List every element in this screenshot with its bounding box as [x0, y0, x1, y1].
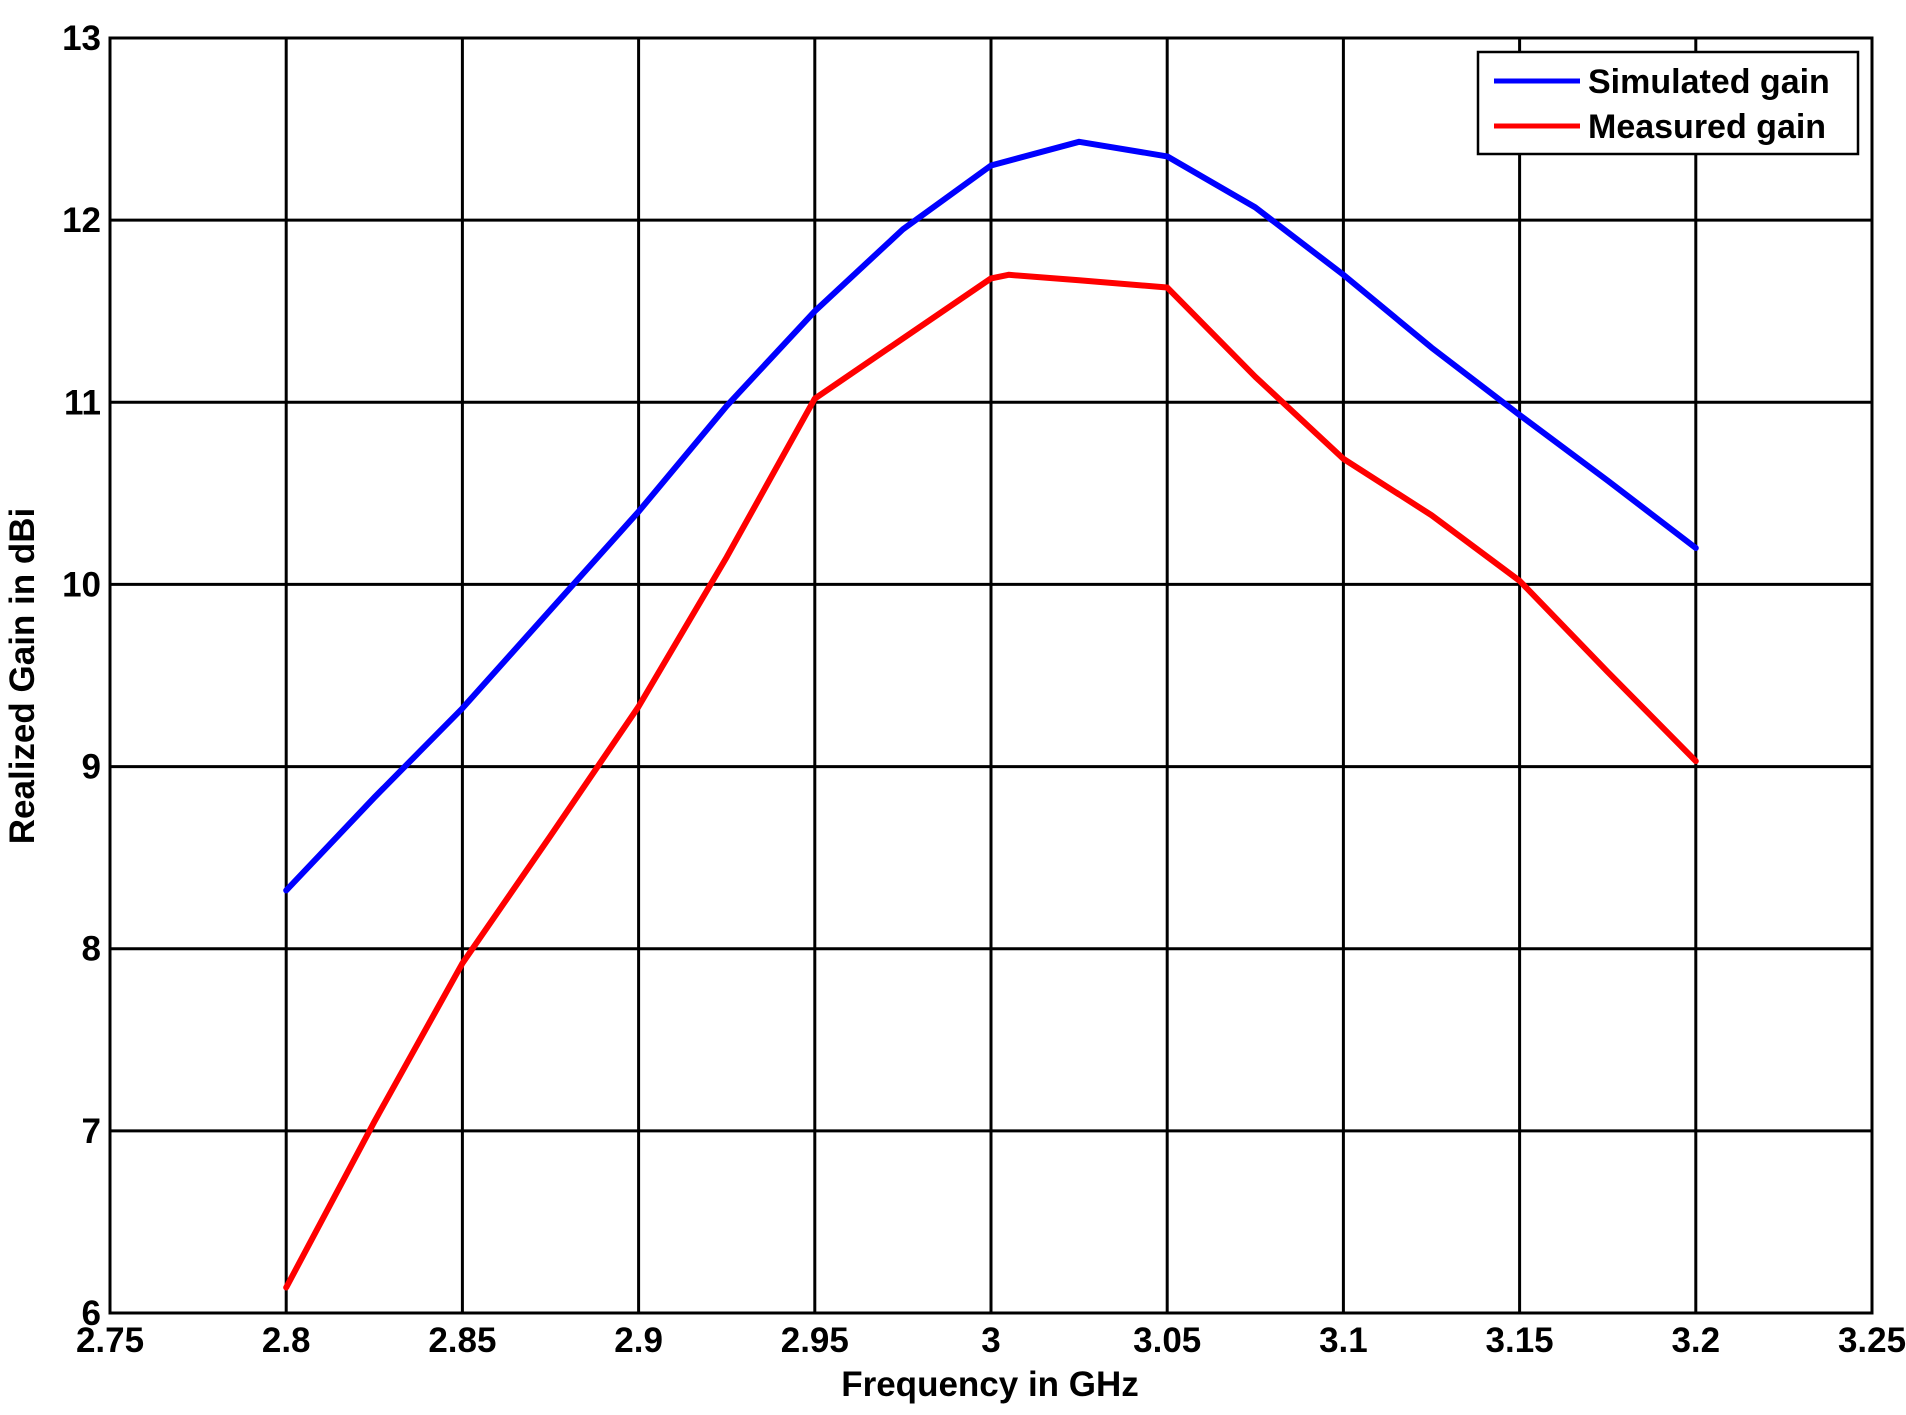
y-tick-label: 6	[82, 1294, 101, 1333]
x-tick-label: 2.8	[262, 1321, 311, 1360]
legend-label-measured: Measured gain	[1588, 108, 1826, 146]
y-tick-label: 7	[82, 1112, 101, 1151]
x-tick-label: 2.9	[614, 1321, 663, 1360]
y-tick-labels: 6 7 8 9 10 11 12 13	[62, 19, 101, 1333]
x-tick-label: 3	[981, 1321, 1000, 1360]
y-tick-label: 11	[64, 383, 101, 422]
x-tick-label: 2.95	[781, 1321, 849, 1360]
x-tick-label: 3.1	[1319, 1321, 1368, 1360]
y-tick-label: 12	[62, 201, 101, 240]
y-tick-label: 9	[82, 748, 101, 787]
y-tick-label: 10	[62, 565, 101, 604]
x-tick-label: 2.75	[76, 1321, 144, 1360]
series-line-simulated-gain	[283, 138, 1699, 894]
y-axis-title: Realized Gain in dBi	[3, 508, 42, 844]
legend: Simulated gain Measured gain	[1476, 50, 1860, 156]
series-lines	[283, 138, 1699, 1291]
x-tick-labels: 2.75 2.8 2.85 2.9 2.95 3 3.05 3.1 3.15 3.2 3.25	[76, 1321, 1906, 1360]
x-tick-label: 3.15	[1486, 1321, 1554, 1360]
x-tick-label: 3.2	[1671, 1321, 1720, 1360]
legend-label-simulated: Simulated gain	[1588, 63, 1830, 101]
y-tick-label: 13	[62, 19, 101, 58]
x-axis-title: Frequency in GHz	[841, 1365, 1139, 1404]
series-line-measured-gain	[283, 271, 1699, 1291]
x-tick-label: 2.85	[428, 1321, 496, 1360]
y-tick-label: 8	[82, 930, 101, 969]
legend-box	[1476, 50, 1860, 156]
x-tick-label: 3.05	[1133, 1321, 1201, 1360]
plot-frame	[108, 36, 1874, 1315]
x-tick-label: 3.25	[1838, 1321, 1906, 1360]
